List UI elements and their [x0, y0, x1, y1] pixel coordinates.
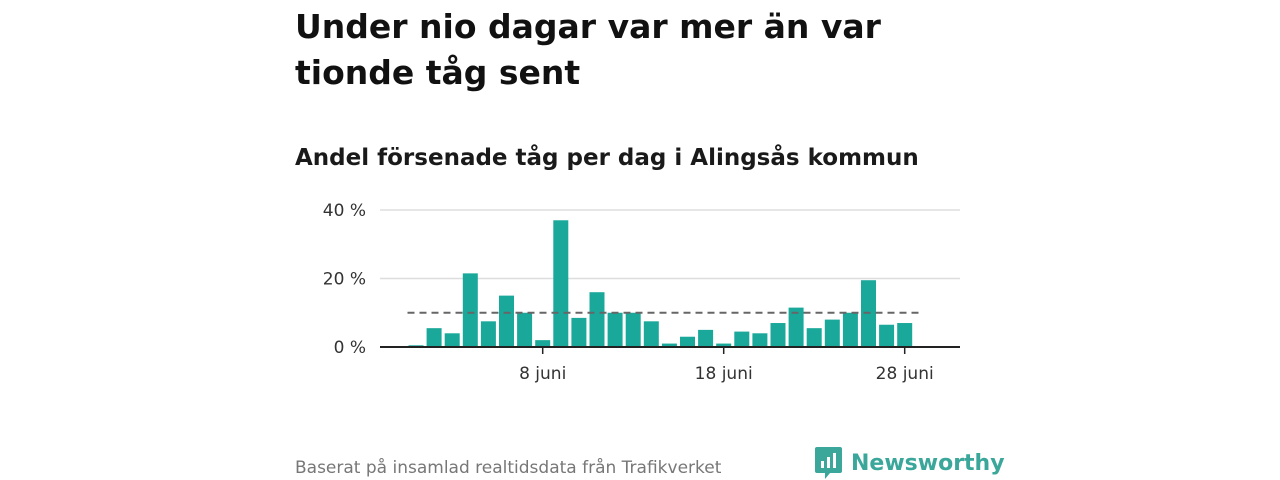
bar — [770, 323, 786, 347]
bar — [643, 321, 659, 347]
y-tick-label: 40 % — [323, 201, 366, 221]
bar — [444, 333, 460, 347]
bar — [607, 312, 623, 347]
newsworthy-logo-icon — [815, 447, 842, 479]
bar — [752, 333, 768, 347]
bar — [824, 319, 840, 347]
bar — [788, 307, 804, 347]
y-tick-label: 0 % — [334, 338, 366, 358]
bar — [571, 317, 587, 347]
bar — [499, 295, 514, 347]
bar — [589, 292, 605, 347]
x-tick-label: 18 juni — [695, 364, 753, 384]
bar — [480, 321, 496, 347]
bar — [806, 328, 822, 347]
bar — [535, 340, 551, 347]
bar — [426, 328, 442, 347]
bar — [625, 312, 641, 347]
bar — [842, 312, 858, 347]
chart-subtitle: Andel försenade tåg per dag i Alingsås k… — [295, 145, 919, 171]
bar — [462, 273, 478, 347]
brand-logo[interactable]: Newsworthy — [814, 446, 1005, 480]
bar — [553, 220, 569, 347]
y-tick-label: 20 % — [323, 270, 366, 290]
bar — [661, 343, 677, 347]
bar — [734, 331, 750, 347]
brand-name: Newsworthy — [851, 450, 1005, 476]
x-tick-label: 28 juni — [876, 364, 934, 384]
bar — [716, 343, 732, 347]
source-note: Baserat på insamlad realtidsdata från Tr… — [295, 458, 722, 478]
bar-chart: 0 % 20 % 40 % 8 juni 18 juni 28 juni — [323, 201, 960, 384]
bar — [897, 323, 913, 347]
bar — [680, 336, 695, 347]
bar — [698, 329, 714, 347]
bar — [879, 324, 895, 347]
bar — [517, 312, 533, 347]
chart-title: Under nio dagar var mer än var tionde tå… — [295, 7, 881, 92]
x-tick-label: 8 juni — [519, 364, 566, 384]
